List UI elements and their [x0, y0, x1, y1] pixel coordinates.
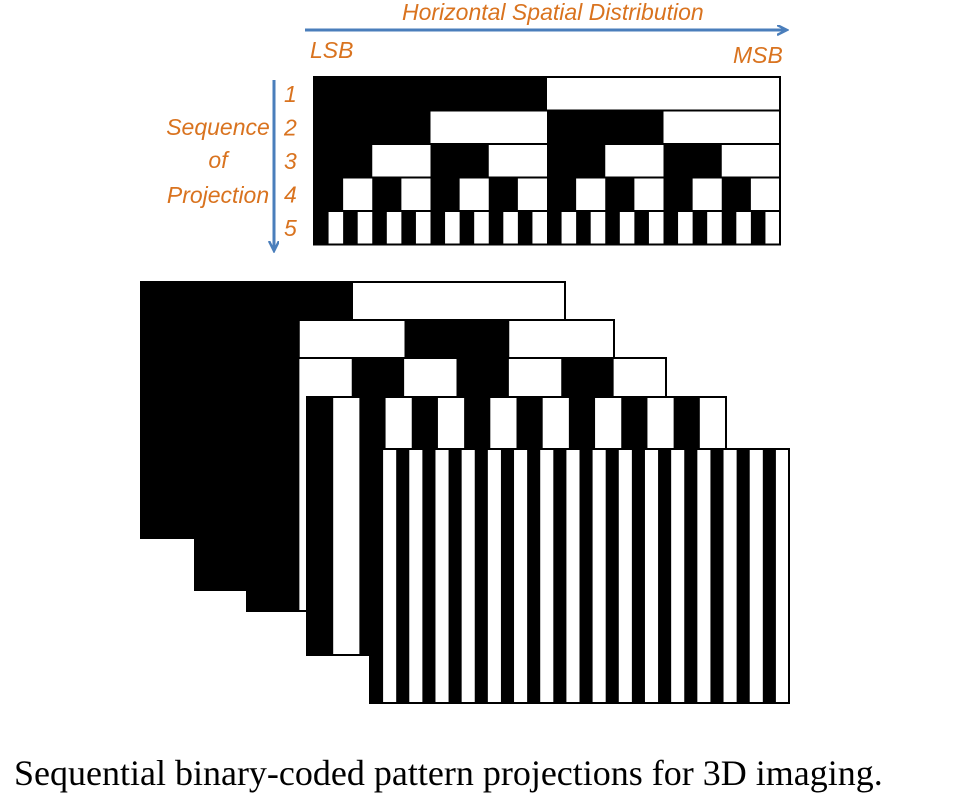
- dark-stripe: [658, 449, 672, 703]
- dark-stripe: [396, 449, 410, 703]
- dark-stripe: [500, 449, 515, 703]
- pattern-row-5: [313, 210, 781, 246]
- dark-stripe: [314, 77, 547, 111]
- dark-stripe: [710, 449, 724, 703]
- dark-stripe: [401, 211, 416, 245]
- dark-stripe: [517, 211, 533, 245]
- dark-stripe: [488, 177, 518, 211]
- dark-stripe: [448, 449, 462, 703]
- side-label-projection: Projection: [167, 182, 269, 208]
- lsb-label: LSB: [310, 37, 353, 63]
- dark-stripe: [307, 397, 334, 655]
- dark-stripe: [605, 449, 619, 703]
- dark-stripe: [736, 449, 750, 703]
- dark-stripe: [459, 211, 475, 245]
- dark-stripe: [547, 144, 606, 178]
- dark-stripe: [663, 177, 693, 211]
- dark-stripe: [314, 211, 329, 245]
- dark-stripe: [547, 211, 562, 245]
- side-label-sequence: Sequence: [166, 114, 270, 140]
- dark-stripe: [430, 144, 489, 178]
- dark-stripe: [762, 449, 776, 703]
- stacked-projections: [140, 281, 790, 704]
- dark-stripe: [684, 449, 698, 703]
- dark-stripe: [634, 211, 649, 245]
- projection-frame-5: [369, 448, 790, 704]
- dark-stripe: [721, 177, 751, 211]
- dark-stripe: [314, 177, 344, 211]
- side-label-of: of: [208, 147, 230, 173]
- row-label-2: 2: [283, 115, 297, 141]
- dark-stripe: [631, 449, 645, 703]
- dark-stripe: [663, 211, 679, 245]
- dark-stripe: [579, 449, 593, 703]
- pattern-row-3: [313, 143, 781, 179]
- dark-stripe: [474, 449, 488, 703]
- dark-stripe: [750, 211, 766, 245]
- dark-stripe: [721, 211, 737, 245]
- dark-stripe: [430, 177, 460, 211]
- top-pattern-grid: [313, 76, 781, 246]
- dark-stripe: [343, 211, 358, 245]
- dark-stripe: [605, 211, 620, 245]
- dark-stripe: [547, 177, 577, 211]
- dark-stripe: [488, 211, 504, 245]
- dark-stripe: [314, 144, 373, 178]
- dark-stripe: [576, 211, 591, 245]
- dark-stripe: [247, 358, 300, 611]
- row-label-3: 3: [284, 148, 297, 174]
- dark-stripe: [370, 449, 384, 703]
- row-label-5: 5: [284, 215, 297, 241]
- dark-stripe: [314, 110, 431, 144]
- dark-stripe: [692, 211, 708, 245]
- dark-stripe: [547, 110, 664, 144]
- msb-label: MSB: [733, 42, 783, 68]
- row-labels: 1 2 3 4 5: [283, 81, 297, 241]
- pattern-row-4: [313, 176, 781, 212]
- dark-stripe: [527, 449, 541, 703]
- dark-stripe: [605, 177, 635, 211]
- row-label-1: 1: [284, 81, 297, 107]
- dark-stripe: [372, 177, 402, 211]
- pattern-row-2: [313, 109, 781, 145]
- pattern-row-1: [313, 76, 781, 112]
- dark-stripe: [422, 449, 436, 703]
- row-label-4: 4: [284, 182, 297, 208]
- dark-stripe: [553, 449, 567, 703]
- dark-stripe: [663, 144, 722, 178]
- figure-caption: Sequential binary-coded pattern projecti…: [14, 753, 883, 793]
- axis-title: Horizontal Spatial Distribution: [402, 0, 704, 25]
- dark-stripe: [372, 211, 387, 245]
- dark-stripe: [430, 211, 446, 245]
